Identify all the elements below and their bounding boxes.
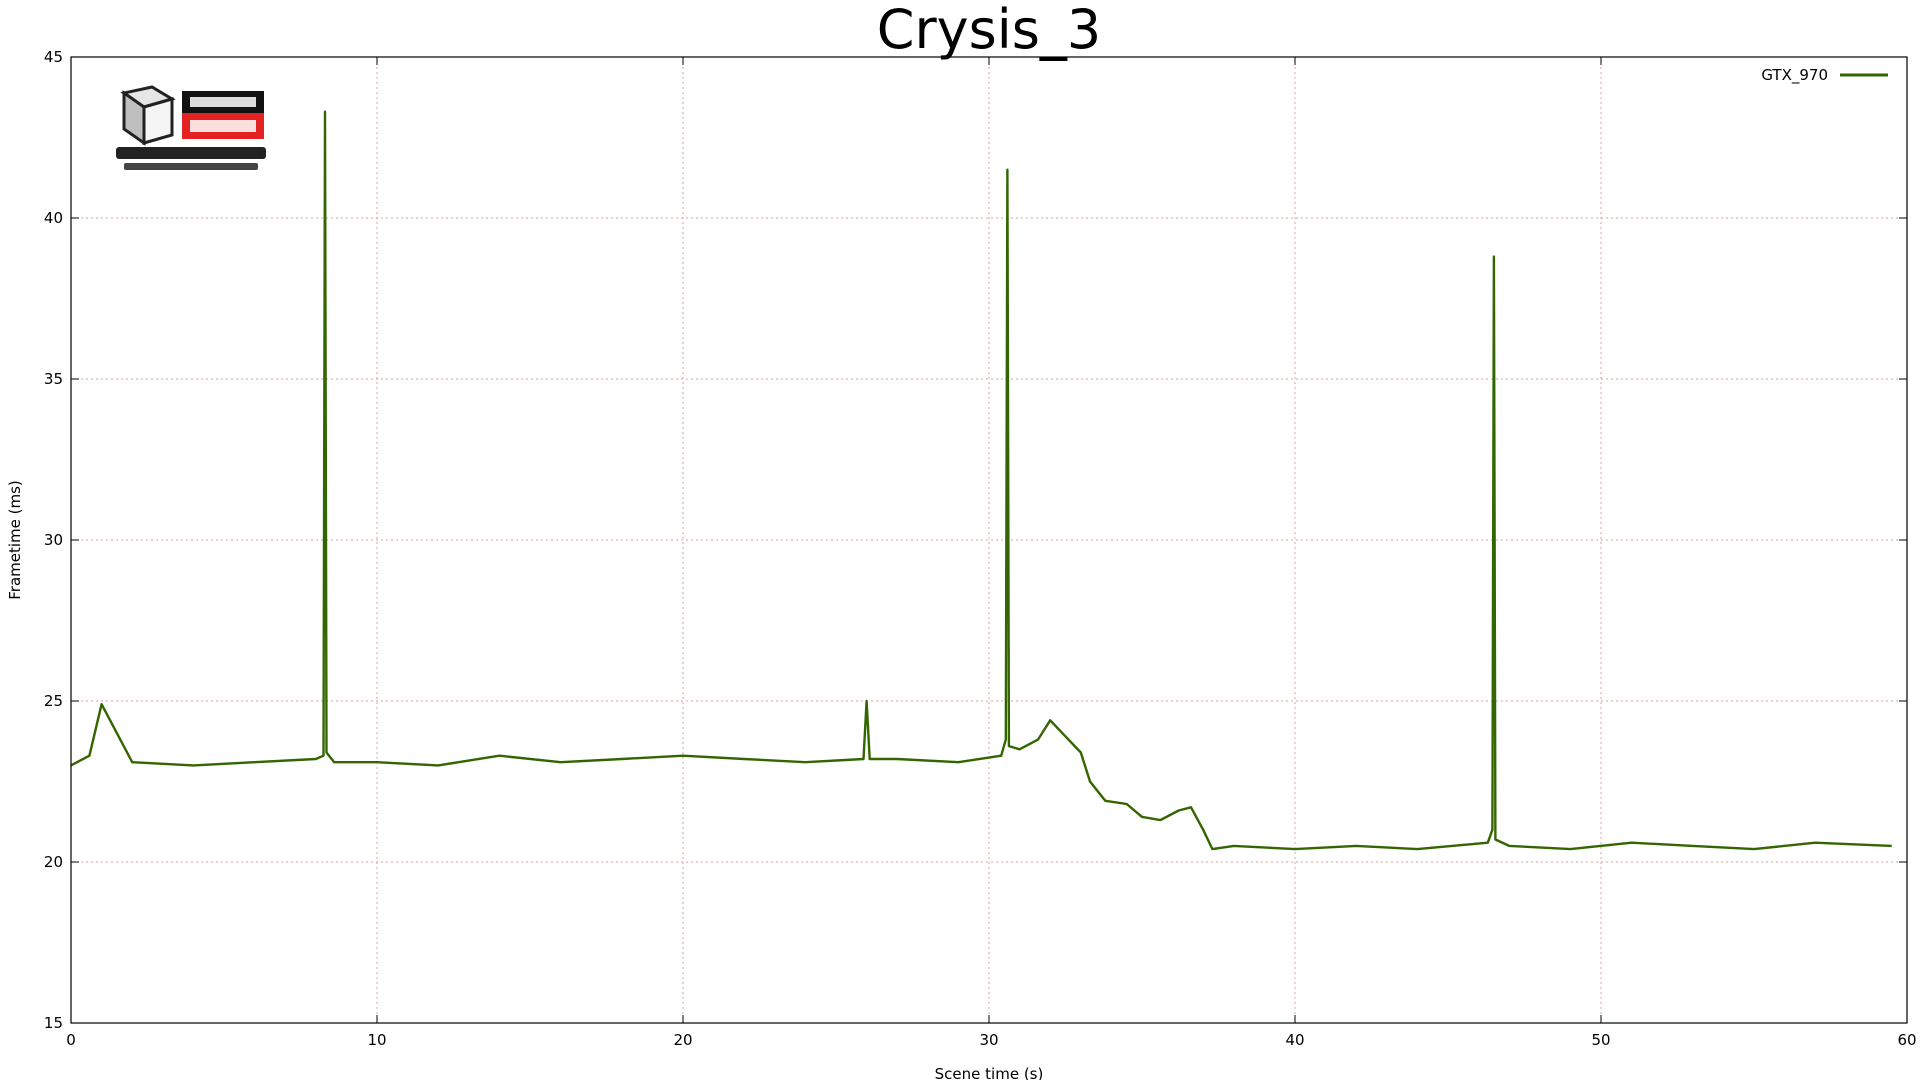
y-tick-label-30: 30 — [44, 531, 63, 549]
y-tick-label-15: 15 — [44, 1014, 63, 1032]
x-tick-label-30: 30 — [979, 1031, 998, 1049]
box-icon — [120, 85, 176, 146]
x-tick-label-50: 50 — [1591, 1031, 1610, 1049]
legend-label-gtx-970: GTX_970 — [1761, 66, 1828, 85]
series-layer — [70, 110, 1892, 851]
x-tick-label-0: 0 — [66, 1031, 76, 1049]
chart-title: Crysis_3 — [877, 0, 1102, 61]
legend: GTX_970 — [1761, 66, 1888, 85]
x-tick-label-10: 10 — [367, 1031, 386, 1049]
y-tick-label-20: 20 — [44, 853, 63, 871]
x-tick-label-40: 40 — [1285, 1031, 1304, 1049]
y-tick-label-25: 25 — [44, 692, 63, 710]
grid-lines — [71, 57, 1907, 1023]
x-axis-label: Scene time (s) — [935, 1065, 1044, 1080]
y-tick-label-40: 40 — [44, 209, 63, 227]
y-tick-label-45: 45 — [44, 48, 63, 66]
y-axis-label: Frametime (ms) — [6, 480, 24, 600]
x-axis-ticks: 0 10 20 30 40 50 60 — [66, 57, 1917, 1049]
y-tick-label-35: 35 — [44, 370, 63, 388]
x-tick-label-60: 60 — [1897, 1031, 1916, 1049]
y-axis-ticks: 15 20 25 30 35 40 45 — [44, 48, 1907, 1032]
x-tick-label-20: 20 — [673, 1031, 692, 1049]
purepc-logo — [116, 85, 266, 170]
series-line-gtx-970 — [70, 110, 1892, 851]
